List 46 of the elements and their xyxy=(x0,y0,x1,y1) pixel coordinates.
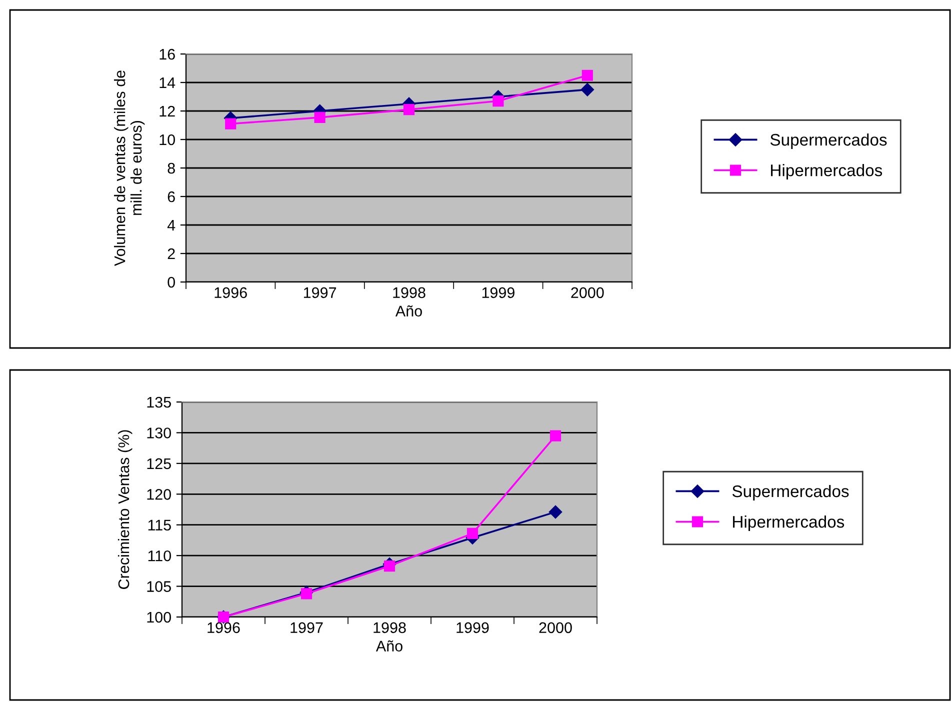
legend-label: Supermercados xyxy=(732,484,849,500)
x-tick-label: 1997 xyxy=(290,622,323,634)
y-tick-label: 14 xyxy=(160,78,176,88)
x-tick-label: 1998 xyxy=(374,622,406,634)
y-tick-label: 100 xyxy=(147,612,171,623)
x-tick-label: 1998 xyxy=(393,287,426,298)
y-tick-label: 4 xyxy=(167,220,176,231)
y-tick-label: 10 xyxy=(160,134,175,146)
x-tick-label: 1999 xyxy=(482,287,514,298)
y-axis-title: Crecimiento Ventas (%) xyxy=(118,430,132,589)
y-tick-label: 105 xyxy=(147,581,171,592)
y-tick-label: 135 xyxy=(147,396,171,408)
y-tick-label: 125 xyxy=(147,458,171,470)
x-tick-label: 2000 xyxy=(571,287,604,298)
x-tick-label: 1997 xyxy=(304,287,336,298)
point xyxy=(548,505,562,519)
point xyxy=(300,588,312,600)
point xyxy=(466,528,478,540)
point xyxy=(384,560,396,572)
point xyxy=(580,83,594,96)
point xyxy=(314,112,326,123)
y-tick-label: 2 xyxy=(168,248,175,260)
point xyxy=(492,95,504,107)
y-tick-label: 6 xyxy=(168,191,175,202)
point xyxy=(225,118,236,130)
y-tick-label: 120 xyxy=(147,489,171,500)
y-tick-label: 12 xyxy=(160,106,175,117)
y-tick-label: 0 xyxy=(168,276,175,288)
y-tick-label: 110 xyxy=(148,550,171,562)
x-tick-label: 2000 xyxy=(539,622,572,634)
legend-label: Supermercados xyxy=(770,133,887,149)
x-axis-title: Año xyxy=(376,640,402,652)
legend-label: Hipermercados xyxy=(771,164,882,180)
y-axis-title: Volumen de ventas (miles de mill. de euros) xyxy=(114,70,145,266)
y-tick-label: 8 xyxy=(168,162,175,174)
y-tick-label: 16 xyxy=(160,48,175,60)
y-tick-label: 130 xyxy=(147,428,171,438)
legend-label: Hipermercados xyxy=(733,516,844,532)
y-tick-label: 115 xyxy=(148,520,171,531)
point xyxy=(582,70,593,81)
x-tick-label: 1999 xyxy=(456,622,489,634)
x-tick-label: 1996 xyxy=(214,287,247,298)
point xyxy=(403,104,415,116)
x-axis-title: Año xyxy=(395,305,422,316)
point xyxy=(550,430,562,442)
x-tick-label: 1996 xyxy=(208,622,240,634)
